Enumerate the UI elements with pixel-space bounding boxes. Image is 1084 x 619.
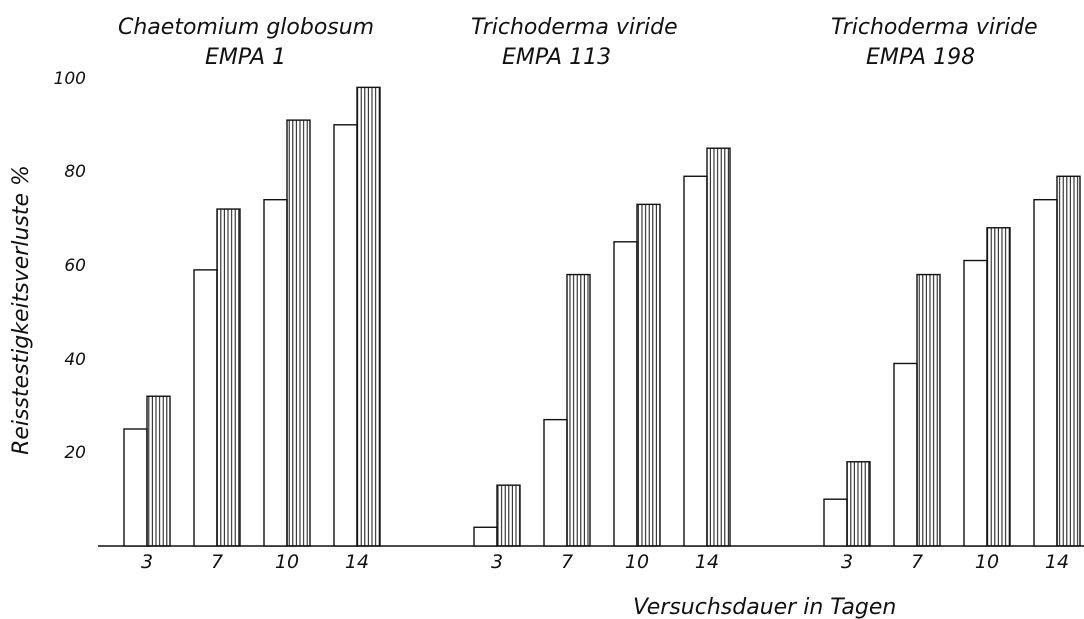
bar-plain [473,526,498,547]
bar-hatched [986,227,1011,547]
bar-hatched [706,147,731,547]
x-tick-label: 14 [1045,551,1069,573]
bar-plain [1033,198,1058,547]
x-tick-label: 3 [841,551,853,573]
bar-hatched [636,203,661,547]
x-axis-label: Versuchsdauer in Tagen [633,595,896,619]
x-tick-label: 3 [141,551,153,573]
x-tick-label: 7 [561,551,573,573]
group-2-title-line1: Trichoderma viride [471,15,678,40]
y-tick-label: 60 [64,256,86,276]
bar-hatched [146,395,171,547]
bar-plain [963,259,988,547]
group-1-title-line2: EMPA 1 [205,45,286,70]
bar-plain [543,418,568,547]
y-axis-label: Reisstestigkeitsverluste % [9,165,34,455]
bar-hatched [496,484,521,547]
bar-hatched [216,208,241,547]
x-tick-label: 7 [911,551,923,573]
bars-layer [123,86,1081,547]
y-tick-label: 20 [64,443,86,463]
bar-hatched [286,119,311,547]
bar-plain [683,175,708,547]
bar-plain [893,362,918,547]
bar-hatched [846,461,871,547]
bar-plain [613,241,638,547]
group-1-title-line1: Chaetomium globosum [118,15,374,40]
x-tick-label: 10 [975,551,999,573]
x-tick-label: 10 [625,551,649,573]
group-2-title-line2: EMPA 113 [502,45,611,70]
group-3-title-line1: Trichoderma viride [831,15,1038,40]
bar-plain [333,124,358,547]
y-tick-label: 100 [54,69,86,89]
bar-hatched [1056,175,1081,547]
category-labels-layer: 3 7 10 14 3 7 10 14 3 7 10 14 [141,551,1069,573]
bar-hatched [566,273,591,547]
y-tick-label: 80 [64,162,86,182]
bar-hatched [916,273,941,547]
y-tick-label: 40 [64,350,86,370]
bar-hatched [356,86,381,547]
x-tick-label: 10 [275,551,299,573]
bar-plain [123,428,148,547]
x-tick-label: 14 [345,551,369,573]
x-tick-label: 7 [211,551,223,573]
x-tick-label: 3 [491,551,503,573]
group-3-title-line2: EMPA 198 [866,45,975,70]
bar-plain [823,498,848,547]
x-tick-label: 14 [695,551,719,573]
bar-plain [193,269,218,547]
bar-plain [263,198,288,547]
